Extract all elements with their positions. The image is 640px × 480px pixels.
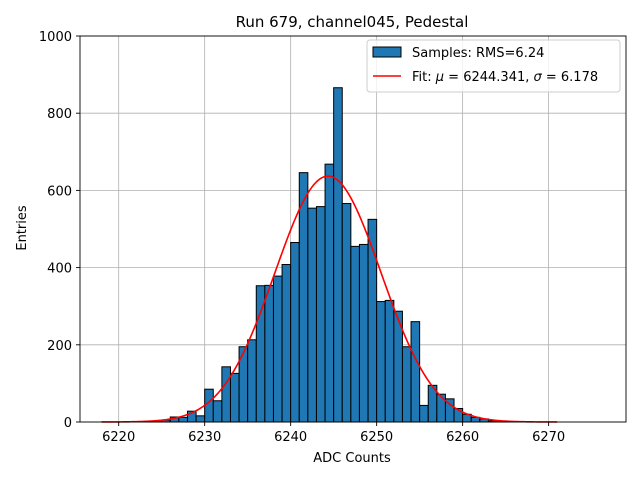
x-tick-label: 6260 [446, 430, 479, 445]
legend-fit-part-3: = 6.178 [542, 70, 598, 85]
x-axis-ticks: 6220 6230 6240 6250 6260 6270 [102, 422, 565, 445]
histogram-bar [290, 242, 300, 423]
histogram-bar [178, 416, 188, 423]
histogram-bar [264, 284, 274, 423]
plot-frame [79, 35, 627, 423]
y-tick-label: 600 [47, 184, 72, 199]
histogram-bar [204, 388, 214, 423]
histogram-bar [419, 404, 429, 423]
histogram-bar [436, 393, 446, 423]
histogram-bar [247, 339, 257, 423]
x-tick-label: 6240 [274, 430, 307, 445]
legend-fit-mu: μ [435, 70, 444, 85]
legend-patch-samples [372, 46, 402, 58]
histogram-bar [341, 203, 352, 423]
legend-box [366, 39, 621, 93]
y-axis-ticks: 0 200 400 600 800 1000 [39, 30, 80, 431]
y-tick-label: 800 [47, 107, 72, 122]
legend-label-samples: Samples: RMS=6.24 [412, 46, 544, 61]
legend-fit-sigma: σ [534, 70, 543, 85]
x-tick-label: 6220 [102, 430, 135, 445]
histogram-bar [212, 400, 223, 423]
x-tick-label: 6250 [360, 430, 393, 445]
histogram-bar [221, 366, 231, 423]
y-tick-label: 200 [47, 339, 72, 354]
histogram-bars [143, 87, 515, 423]
y-axis-label: Entries [15, 205, 30, 251]
x-tick-label: 6270 [532, 430, 565, 445]
x-axis-label: ADC Counts [313, 451, 391, 466]
histogram-bar [229, 372, 240, 423]
legend-fit-part-2: = 6244.341, [444, 70, 533, 85]
histogram-bar [315, 206, 326, 423]
y-tick-label: 0 [64, 416, 72, 431]
y-tick-label: 400 [47, 262, 72, 277]
histogram-bar [358, 243, 369, 423]
histogram-bar [272, 275, 283, 423]
histogram-bar [376, 301, 386, 423]
histogram-bar [384, 299, 395, 423]
legend-fit-part-1: Fit: [412, 70, 436, 85]
histogram-bar [410, 321, 421, 423]
x-tick-label: 6230 [188, 430, 221, 445]
fit-curve [101, 175, 558, 423]
histogram-bar [298, 172, 309, 423]
histogram-bar [333, 87, 343, 423]
histogram-bar [281, 264, 292, 423]
histogram-bar [401, 346, 412, 423]
histogram-bar [324, 163, 335, 423]
histogram-bar [307, 207, 317, 423]
legend-label-fit: Fit: μ = 6244.341, σ = 6.178 [412, 70, 598, 85]
histogram-bar [195, 415, 206, 423]
chart-title: Run 679, channel045, Pedestal [236, 13, 469, 31]
legend: Samples: RMS=6.24 Fit: μ = 6244.341, σ =… [366, 39, 621, 93]
histogram-bar [350, 245, 360, 423]
y-tick-label: 1000 [39, 30, 72, 45]
